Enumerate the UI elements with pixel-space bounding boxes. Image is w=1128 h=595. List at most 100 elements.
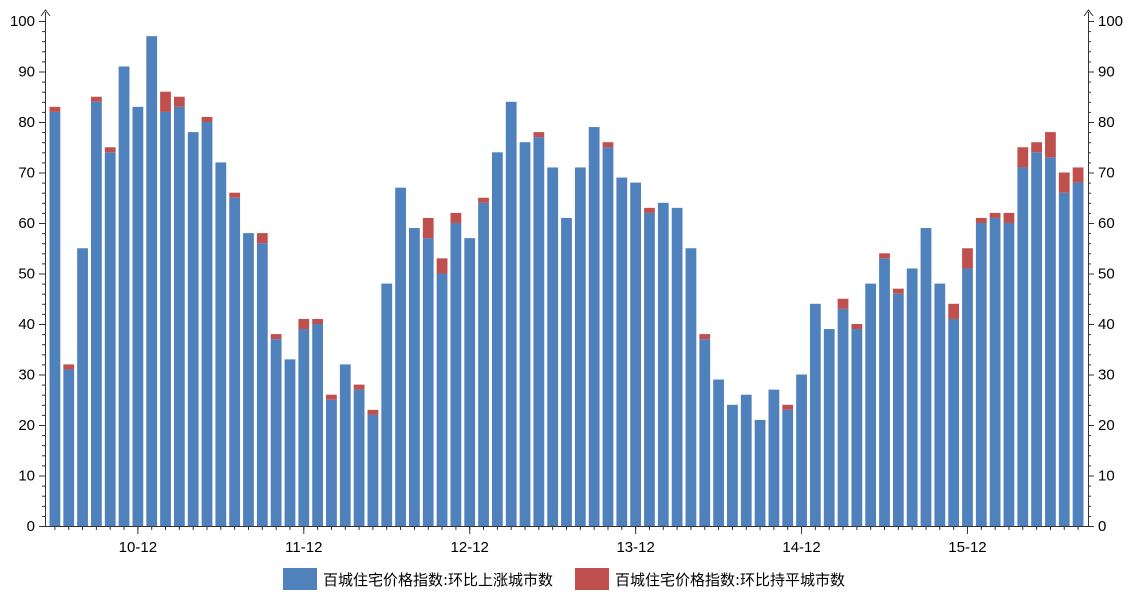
bar-rising-10 [187, 132, 199, 526]
bar-flat-27 [422, 217, 434, 239]
bar-rising-2 [77, 248, 88, 526]
bar-rising-26 [409, 228, 420, 527]
legend-item-rising: 百城住宅价格指数:环比上涨城市数 [282, 568, 553, 590]
legend: 百城住宅价格指数:环比上涨城市数 百城住宅价格指数:环比持平城市数 [0, 566, 1128, 592]
bar-flat-73 [1058, 172, 1070, 193]
bar-rising-70 [1017, 167, 1029, 526]
y-tick-label-right: 40 [1098, 316, 1115, 333]
bar-rising-13 [229, 197, 241, 526]
bar-rising-63 [920, 228, 932, 527]
y-tick-label-right: 0 [1098, 518, 1106, 535]
bar-flat-69 [1003, 212, 1015, 223]
bar-flat-72 [1045, 132, 1056, 158]
y-tick-label-left: 100 [10, 13, 35, 30]
bar-rising-34 [519, 142, 531, 526]
bar-flat-13 [229, 192, 241, 198]
bar-flat-40 [602, 142, 614, 148]
bar-rising-50 [740, 394, 752, 526]
bar-rising-51 [754, 419, 766, 526]
bar-rising-66 [962, 268, 973, 526]
y-tick-label-left: 70 [18, 165, 35, 182]
y-tick-label-right: 10 [1098, 468, 1115, 485]
legend-swatch-rising [282, 568, 317, 590]
bar-rising-7 [146, 36, 158, 527]
bar-rising-5 [118, 66, 130, 526]
y-axis-left-arrow-icon [40, 9, 51, 17]
bar-flat-53 [782, 404, 794, 410]
x-tick-label: 11-12 [285, 539, 322, 556]
bar-rising-31 [478, 202, 489, 527]
bar-rising-64 [934, 283, 946, 526]
bar-rising-40 [602, 147, 614, 526]
y-tick-label-left: 10 [18, 468, 35, 485]
bar-rising-23 [367, 414, 379, 526]
y-tick-label-right: 60 [1098, 215, 1115, 232]
bar-flat-8 [160, 91, 171, 112]
bar-chart: 0 0 10 10 20 20 30 30 40 40 50 50 60 60 70 70 80 80 90 90 10… [10, 9, 1123, 556]
bar-rising-48 [713, 379, 724, 526]
bar-flat-74 [1072, 167, 1084, 183]
bar-rising-54 [796, 374, 807, 526]
bar-rising-56 [823, 329, 835, 526]
bar-rising-20 [326, 399, 337, 526]
bar-rising-68 [989, 217, 1001, 526]
bar-rising-11 [201, 122, 213, 526]
bar-flat-3 [91, 96, 102, 102]
y-tick-label-right: 50 [1098, 266, 1115, 283]
bar-rising-6 [132, 106, 144, 526]
bar-rising-39 [588, 127, 600, 527]
y-tick-label-right: 20 [1098, 417, 1115, 434]
bar-flat-66 [962, 248, 973, 269]
bar-flat-47 [699, 334, 711, 340]
bar-flat-43 [644, 207, 655, 213]
x-tick-label: 14-12 [782, 539, 820, 556]
bar-rising-8 [160, 111, 171, 527]
bar-flat-68 [989, 212, 1001, 218]
bar-rising-18 [298, 329, 310, 526]
bar-flat-15 [256, 233, 268, 244]
bar-rising-24 [381, 283, 393, 526]
bar-rising-9 [173, 106, 185, 526]
bar-flat-11 [201, 116, 213, 122]
bar-rising-16 [270, 339, 282, 526]
bar-rising-69 [1003, 223, 1015, 526]
y-tick-label-left: 60 [18, 215, 35, 232]
bar-rising-22 [353, 389, 365, 526]
bar-rising-29 [450, 223, 462, 526]
bar-rising-12 [215, 162, 227, 526]
bar-rising-74 [1072, 182, 1084, 526]
legend-item-flat: 百城住宅价格指数:环比持平城市数 [575, 568, 845, 590]
bar-flat-65 [948, 303, 960, 319]
y-tick-label-right: 90 [1098, 64, 1115, 81]
bar-rising-46 [685, 248, 697, 526]
bar-flat-70 [1017, 147, 1029, 168]
bar-rising-19 [312, 324, 324, 526]
bar-rising-32 [491, 152, 503, 527]
y-tick-label-left: 80 [18, 114, 35, 131]
legend-swatch-flat [575, 568, 609, 590]
y-tick-label-left: 50 [18, 266, 35, 283]
bar-flat-28 [436, 258, 448, 274]
y-tick-label-left: 30 [18, 367, 35, 384]
bar-rising-28 [436, 273, 448, 526]
bar-rising-30 [464, 238, 476, 526]
bar-rising-45 [671, 207, 683, 526]
bar-rising-52 [768, 389, 780, 526]
x-tick-label: 15-12 [948, 539, 986, 556]
bar-rising-44 [657, 202, 669, 527]
bar-rising-21 [339, 364, 351, 526]
bar-flat-0 [49, 106, 61, 112]
bar-flat-18 [298, 318, 310, 330]
bar-flat-22 [353, 384, 365, 390]
bar-rising-49 [727, 404, 738, 526]
bar-rising-14 [243, 233, 254, 526]
bars-layer [49, 36, 1084, 527]
bar-rising-1 [63, 369, 75, 526]
bar-flat-35 [533, 132, 545, 138]
bar-flat-20 [326, 394, 337, 400]
y-tick-label-left: 20 [18, 417, 35, 434]
bar-flat-57 [837, 298, 849, 309]
bar-rising-71 [1031, 152, 1042, 527]
bar-rising-33 [505, 101, 517, 527]
bar-rising-62 [906, 268, 918, 526]
